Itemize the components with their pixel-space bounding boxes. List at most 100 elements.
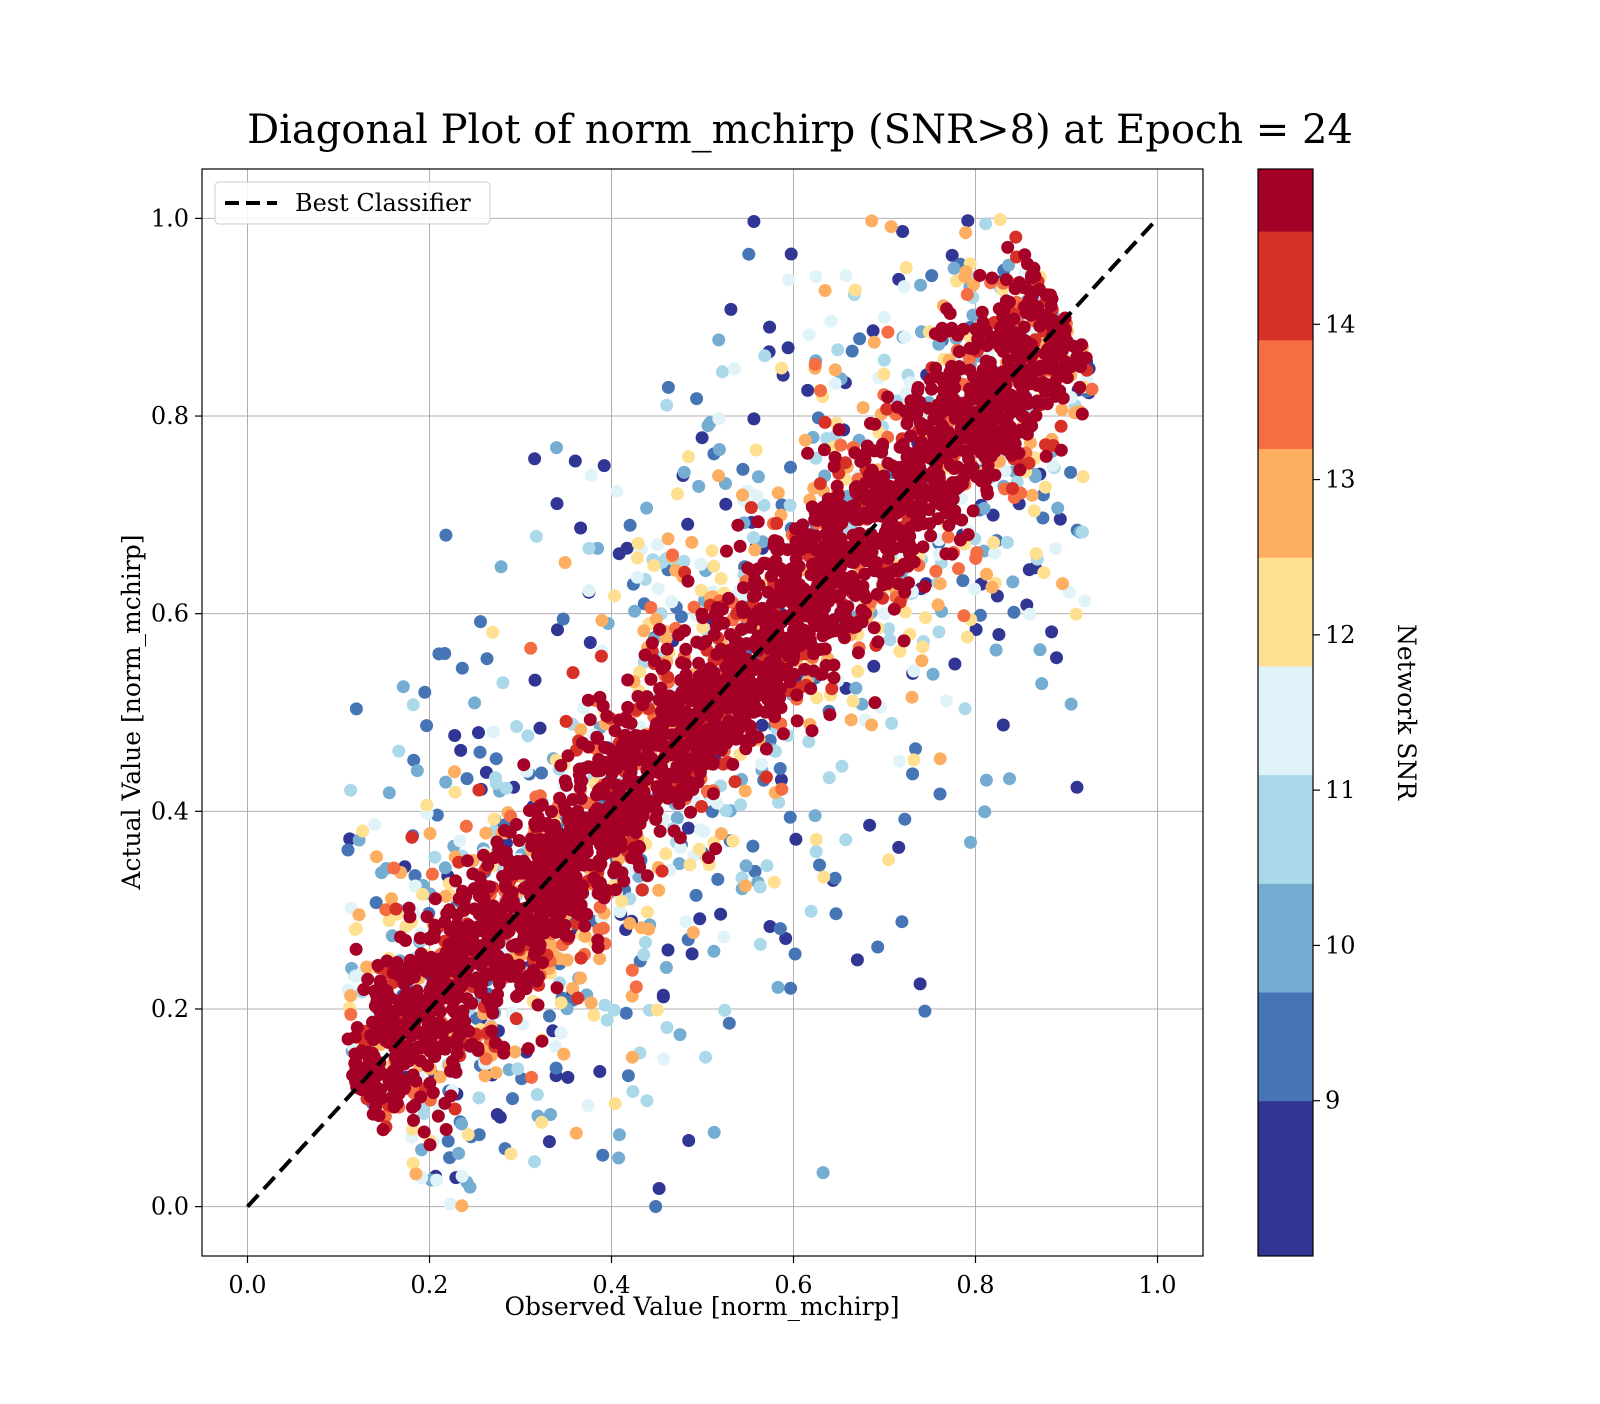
scatter-point bbox=[783, 810, 797, 824]
scatter-point bbox=[963, 341, 977, 355]
scatter-point bbox=[722, 1016, 736, 1030]
scatter-point bbox=[753, 880, 767, 894]
scatter-point bbox=[350, 922, 363, 936]
scatter-point bbox=[928, 478, 942, 492]
scatter-point bbox=[871, 940, 885, 954]
scatter-point bbox=[1073, 380, 1087, 394]
scatter-point bbox=[472, 726, 485, 740]
scatter-point bbox=[561, 1070, 575, 1084]
scatter-point bbox=[661, 943, 675, 957]
scatter-point bbox=[528, 1155, 541, 1169]
scatter-point bbox=[480, 652, 494, 666]
scatter-point bbox=[433, 1070, 447, 1084]
scatter-point bbox=[679, 915, 693, 929]
scatter-point bbox=[693, 912, 707, 926]
scatter-point bbox=[504, 1147, 518, 1161]
scatter-point bbox=[446, 1019, 460, 1033]
scatter-point bbox=[952, 562, 965, 576]
scatter-point bbox=[952, 345, 966, 359]
scatter-point bbox=[654, 704, 668, 718]
scatter-point bbox=[943, 307, 957, 320]
scatter-point bbox=[909, 742, 922, 756]
scatter-point bbox=[879, 537, 893, 551]
scatter-point bbox=[544, 938, 558, 952]
scatter-point bbox=[971, 332, 985, 346]
scatter-point bbox=[649, 612, 663, 626]
scatter-point bbox=[686, 926, 700, 939]
scatter-point bbox=[748, 677, 762, 691]
scatter-point bbox=[545, 805, 558, 819]
scatter-point bbox=[877, 353, 891, 367]
scatter-point bbox=[730, 728, 744, 742]
scatter-point bbox=[943, 365, 957, 379]
scatter-point bbox=[419, 1026, 433, 1040]
scatter-point bbox=[788, 947, 802, 961]
scatter-point bbox=[697, 726, 711, 740]
scatter-point bbox=[533, 938, 547, 952]
scatter-point bbox=[897, 634, 911, 648]
scatter-point bbox=[550, 497, 564, 511]
scatter-point bbox=[528, 948, 541, 962]
scatter-point bbox=[832, 624, 846, 638]
scatter-point bbox=[497, 823, 511, 837]
scatter-point bbox=[783, 571, 797, 585]
scatter-point bbox=[1033, 319, 1047, 333]
scatter-point bbox=[684, 805, 697, 819]
scatter-point bbox=[432, 647, 446, 661]
scatter-point bbox=[402, 1054, 416, 1068]
scatter-point bbox=[681, 574, 695, 588]
scatter-point bbox=[1070, 342, 1084, 356]
scatter-point bbox=[747, 531, 760, 545]
scatter-point bbox=[423, 990, 437, 1004]
scatter-point bbox=[813, 858, 826, 872]
scatter-point bbox=[774, 583, 788, 597]
scatter-point bbox=[694, 557, 708, 571]
scatter-point bbox=[951, 328, 965, 342]
scatter-point bbox=[1001, 240, 1015, 254]
scatter-point bbox=[547, 906, 561, 920]
scatter-point bbox=[1000, 535, 1014, 549]
scatter-point bbox=[919, 611, 932, 625]
scatter-point bbox=[560, 778, 573, 792]
scatter-point bbox=[860, 511, 874, 525]
scatter-point bbox=[892, 754, 906, 768]
scatter-point bbox=[823, 499, 837, 513]
y-tick-label: 1.0 bbox=[151, 204, 189, 232]
scatter-point bbox=[923, 517, 937, 531]
scatter-point bbox=[341, 1032, 355, 1046]
scatter-point bbox=[592, 859, 606, 873]
scatter-point bbox=[615, 894, 629, 908]
scatter-point bbox=[672, 796, 686, 810]
scatter-point bbox=[550, 441, 563, 455]
scatter-point bbox=[761, 585, 775, 599]
scatter-point bbox=[907, 664, 921, 678]
scatter-point bbox=[622, 816, 636, 830]
scatter-point bbox=[649, 812, 663, 826]
scatter-point bbox=[714, 572, 728, 586]
scatter-point bbox=[400, 1044, 414, 1058]
scatter-point bbox=[881, 390, 895, 404]
scatter-point bbox=[574, 951, 588, 965]
scatter-point bbox=[609, 883, 623, 897]
legend: Best Classifier bbox=[214, 181, 491, 225]
scatter-point bbox=[746, 590, 760, 604]
scatter-point bbox=[746, 839, 760, 853]
scatter-point bbox=[566, 666, 580, 680]
colorbar-frame bbox=[1257, 168, 1314, 1257]
scatter-point bbox=[386, 1008, 400, 1021]
scatter-point bbox=[561, 749, 575, 763]
scatter-point bbox=[880, 402, 894, 416]
scatter-point bbox=[581, 693, 595, 707]
scatter-point bbox=[707, 1125, 721, 1139]
chart-title: Diagonal Plot of norm_mchirp (SNR>8) at … bbox=[247, 107, 1353, 153]
y-tick-label: 0.2 bbox=[151, 995, 189, 1023]
scatter-point bbox=[348, 1056, 362, 1070]
scatter-point bbox=[529, 926, 543, 940]
scatter-point bbox=[529, 529, 543, 543]
scatter-point bbox=[832, 538, 845, 551]
scatter-point bbox=[659, 961, 673, 974]
scatter-point bbox=[878, 607, 892, 621]
scatter-point bbox=[923, 488, 937, 502]
scatter-point bbox=[784, 460, 797, 474]
scatter-point bbox=[707, 559, 721, 573]
